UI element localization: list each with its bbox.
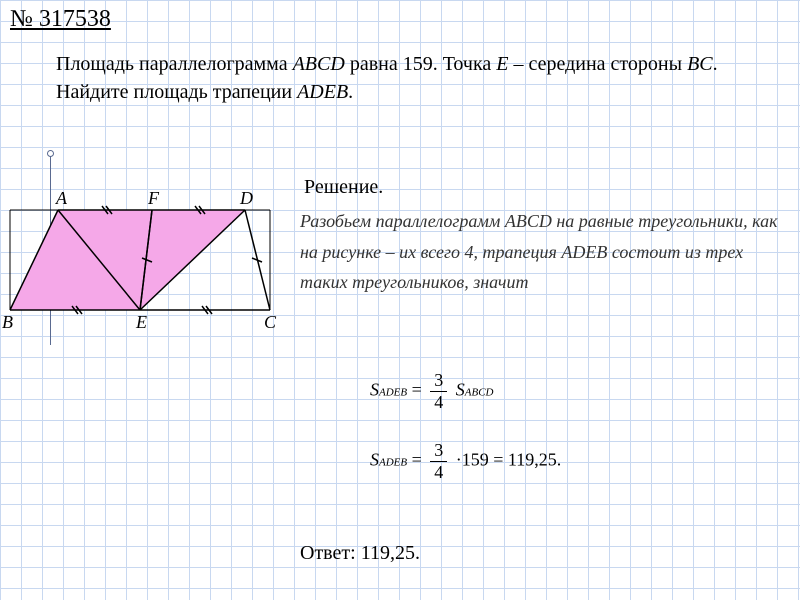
f2-eq2: =: [493, 450, 508, 470]
f1-eq1: =: [412, 380, 427, 400]
f1-S1: S: [370, 380, 379, 400]
f1-sub2: ABCD: [465, 387, 494, 399]
f1-frac: 34: [430, 370, 447, 413]
f1-S2: S: [456, 380, 465, 400]
label-A: A: [55, 188, 68, 208]
f1-den: 4: [430, 392, 447, 413]
pt-e: E: [496, 53, 508, 75]
label-B: B: [2, 312, 13, 332]
f2-eq1: =: [412, 450, 427, 470]
solution-title: Решение.: [304, 176, 383, 199]
f2-S: S: [370, 450, 379, 470]
pt-adeb: ADEB: [297, 81, 348, 103]
pt5: .: [348, 81, 353, 103]
solution-body: Разобьем параллелограмм ABCD на равные т…: [300, 206, 780, 298]
problem-number: № 317538: [10, 6, 111, 33]
pt1: Площадь параллелограмма: [56, 53, 293, 75]
pt-bc: BC: [687, 53, 713, 75]
formula-line-1: SADEB = 34 SABCD: [370, 370, 494, 413]
answer: Ответ: 119,25.: [300, 542, 420, 565]
f2-num: 3: [430, 440, 447, 462]
f2-den: 4: [430, 462, 447, 483]
label-E: E: [135, 312, 147, 332]
label-F: F: [147, 188, 160, 208]
geometry-diagram: A F D B E C: [0, 150, 290, 350]
pt-abcd: ABCD: [293, 53, 345, 75]
label-C: C: [264, 312, 277, 332]
pt3: – середина стороны: [508, 53, 687, 75]
f1-sub1: ADEB: [379, 387, 407, 399]
problem-text: Площадь параллелограмма ABCD равна 159. …: [56, 50, 736, 106]
f2-val: 159: [462, 450, 489, 470]
formula-line-2: SADEB = 34 ·159 = 119,25.: [370, 440, 561, 483]
f2-sub: ADEB: [379, 457, 407, 469]
f2-frac: 34: [430, 440, 447, 483]
f1-num: 3: [430, 370, 447, 392]
answer-label: Ответ:: [300, 542, 361, 564]
pt2: равна 159. Точка: [345, 53, 496, 75]
answer-value: 119,25.: [361, 542, 420, 564]
label-D: D: [239, 188, 253, 208]
f2-result: 119,25.: [508, 450, 561, 470]
